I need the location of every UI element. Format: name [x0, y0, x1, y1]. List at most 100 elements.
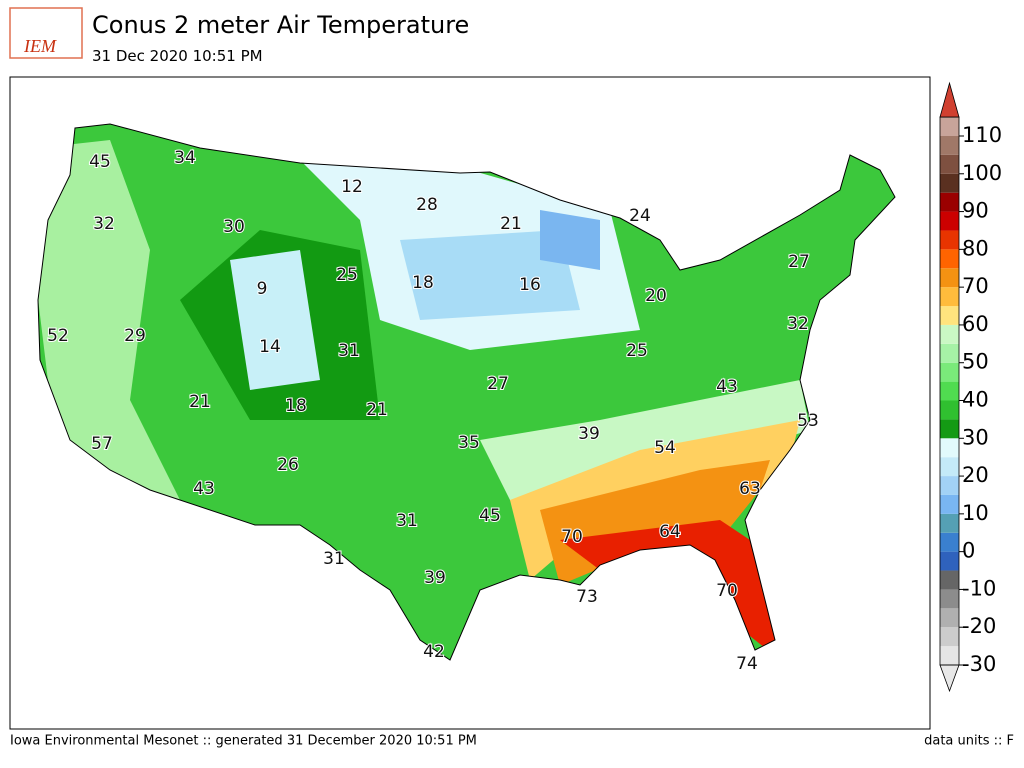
colorbar-tick-label: -30	[962, 652, 996, 676]
footer-left: Iowa Environmental Mesonet :: generated …	[10, 734, 477, 749]
colorbar-segment	[940, 457, 959, 477]
colorbar-tick-label: 70	[962, 274, 989, 298]
colorbar-segment	[940, 627, 959, 647]
colorbar-segment	[940, 324, 959, 344]
station-label: 14	[259, 337, 281, 357]
colorbar-segment	[940, 513, 959, 533]
colorbar-segment	[940, 117, 959, 136]
colorbar-segment	[940, 381, 959, 401]
station-label: 34	[174, 148, 196, 168]
station-label: 25	[626, 341, 648, 361]
station-label: 24	[629, 206, 651, 226]
station-label: 54	[654, 438, 676, 458]
colorbar-segment	[940, 154, 959, 174]
colorbar-tick-label: 60	[962, 312, 989, 336]
colorbar-tick-label: 80	[962, 236, 989, 260]
station-label: 70	[716, 581, 738, 601]
station-label: 16	[519, 275, 541, 295]
station-label: 31	[396, 511, 418, 531]
colorbar-tick-label: 40	[962, 388, 989, 412]
colorbar-segment	[940, 608, 959, 628]
colorbar-segment	[940, 192, 959, 212]
colorbar-segment	[940, 230, 959, 250]
station-label: 21	[366, 400, 388, 420]
station-label: 64	[659, 522, 681, 542]
station-label: 42	[423, 642, 445, 662]
station-label: 63	[739, 479, 761, 499]
colorbar-tick-label: 90	[962, 199, 989, 223]
colorbar-high-arrow	[939, 81, 960, 118]
station-label: 52	[47, 326, 69, 346]
colorbar-segment	[940, 532, 959, 552]
colorbar-tick-label: 50	[962, 350, 989, 374]
station-label: 39	[578, 424, 600, 444]
station-label: 12	[341, 177, 363, 197]
station-labels: 45 34 12 28 21 24 32 30 25 18 16 20 27 9 52 29 14 31 32 25 2…	[46, 147, 820, 675]
station-label: 21	[500, 214, 522, 234]
colorbar-tick-label: 110	[962, 123, 1002, 147]
station-label: 35	[458, 433, 480, 453]
station-label: 31	[338, 341, 360, 361]
station-label: 39	[424, 568, 446, 588]
station-label: 43	[193, 479, 215, 499]
colorbar: -30 -20 -10 0 10 20 30 40 50 60 70 80 90 100 110	[939, 81, 1002, 693]
logo-text: IEM	[23, 36, 57, 56]
colorbar-tick-label: -10	[962, 576, 996, 600]
colorbar-segment	[940, 306, 959, 325]
colorbar-segment	[940, 287, 959, 307]
station-label: 31	[323, 549, 345, 569]
station-label: 73	[576, 587, 598, 607]
colorbar-segment	[940, 589, 959, 609]
colorbar-tick-label: 30	[962, 425, 989, 449]
station-label: 32	[93, 214, 115, 234]
colorbar-low-arrow	[939, 664, 960, 693]
station-label: 28	[416, 195, 438, 215]
station-label: 70	[561, 527, 583, 547]
colorbar-segment	[940, 249, 959, 269]
colorbar-tick-label: -20	[962, 614, 996, 638]
station-label: 53	[797, 411, 819, 431]
title: Conus 2 meter Air Temperature	[92, 11, 469, 39]
station-label: 27	[788, 252, 810, 272]
station-label: 74	[736, 654, 758, 674]
colorbar-segment	[940, 494, 959, 514]
colorbar-segment	[940, 570, 959, 590]
colorbar-segment	[940, 268, 959, 288]
colorbar-border	[939, 116, 960, 666]
colorbar-segment	[940, 646, 959, 665]
colorbar-segment	[940, 438, 959, 458]
temperature-field	[38, 124, 895, 660]
station-label: 26	[277, 455, 299, 475]
subtitle: 31 Dec 2020 10:51 PM	[92, 47, 263, 65]
station-label: 21	[189, 392, 211, 412]
station-label: 45	[89, 152, 111, 172]
station-label: 30	[223, 217, 245, 237]
station-label: 9	[257, 279, 268, 299]
colorbar-segment	[940, 211, 959, 231]
colorbar-tick-label: 100	[962, 161, 1002, 185]
colorbar-segment	[940, 419, 959, 439]
colorbar-tick-label: 20	[962, 463, 989, 487]
station-label: 32	[787, 314, 809, 334]
colorbar-segment	[940, 173, 959, 193]
footer-right: data units :: F	[924, 734, 1014, 749]
station-label: 45	[479, 506, 501, 526]
colorbar-segment	[940, 476, 959, 495]
colorbar-tick-label: 10	[962, 501, 989, 525]
colorbar-segment	[940, 400, 959, 420]
colorbar-segment	[940, 343, 959, 363]
colorbar-tick-label: 0	[962, 539, 975, 563]
station-label: 18	[285, 396, 307, 416]
colorbar-segment	[940, 362, 959, 382]
station-label: 18	[412, 273, 434, 293]
country-outline	[37, 123, 896, 661]
station-label: 27	[487, 374, 509, 394]
station-label: 25	[336, 265, 358, 285]
station-label: 43	[716, 377, 738, 397]
station-label: 20	[645, 286, 667, 306]
station-label: 29	[124, 326, 146, 346]
logo: IEM	[9, 7, 83, 59]
station-label: 57	[91, 434, 113, 454]
